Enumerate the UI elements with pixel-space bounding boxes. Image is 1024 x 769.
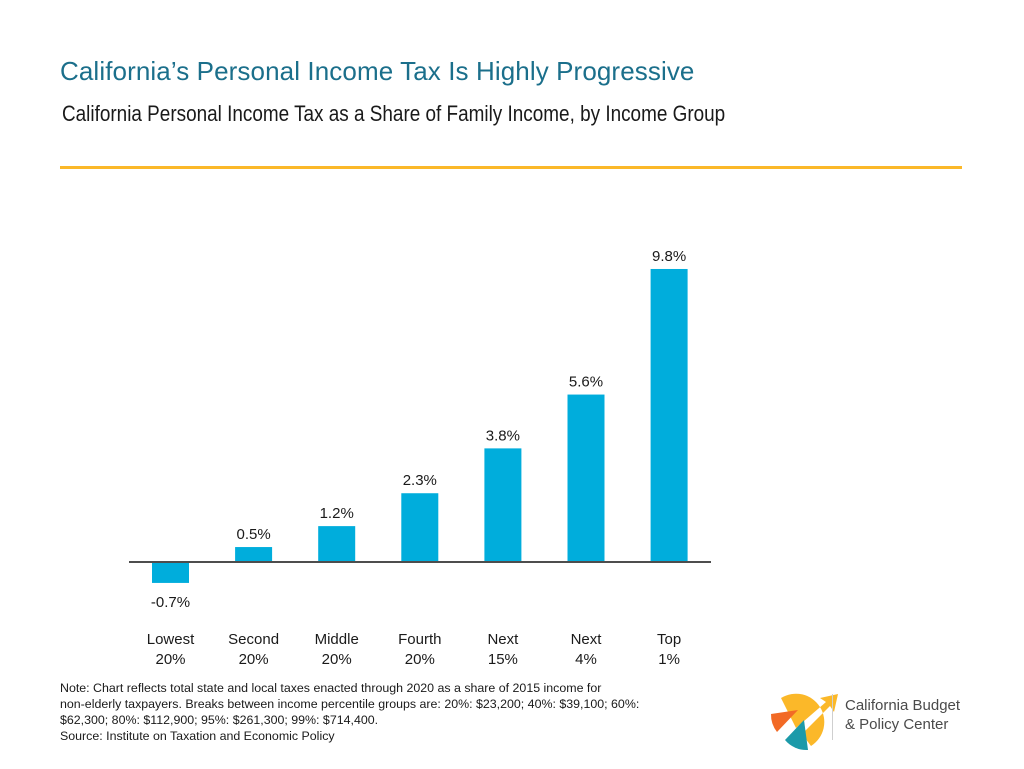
title-divider-rule	[60, 166, 962, 169]
bar	[235, 547, 273, 562]
bar	[318, 526, 356, 562]
value-label: -0.7%	[151, 594, 190, 611]
bar	[401, 493, 439, 562]
logo-text: California Budget & Policy Center	[845, 696, 960, 734]
value-label: 9.8%	[652, 248, 686, 265]
value-label: 3.8%	[486, 427, 520, 444]
bar	[484, 448, 522, 562]
value-label: 1.2%	[320, 505, 354, 522]
category-label: Middle	[315, 631, 359, 648]
category-label: Lowest	[147, 631, 195, 648]
category-label: 4%	[575, 651, 597, 668]
logo-orange-shape	[770, 710, 798, 732]
category-label: 15%	[488, 651, 518, 668]
bar	[650, 268, 688, 562]
logo-yellow-shape	[781, 693, 838, 746]
chart-subtitle: California Personal Income Tax as a Shar…	[62, 101, 726, 126]
category-label: 20%	[322, 651, 352, 668]
category-label: Top	[657, 631, 681, 648]
bars-group	[152, 268, 688, 583]
bar	[152, 562, 189, 583]
category-label: Second	[228, 631, 279, 648]
category-label: 20%	[405, 651, 435, 668]
source-line: Source: Institute on Taxation and Econom…	[60, 729, 335, 743]
category-label: 20%	[155, 651, 185, 668]
chart-note: Note: Chart reflects total state and loc…	[60, 680, 700, 744]
logo-teal-shape	[785, 720, 808, 751]
category-labels-group: Lowest 20% Second 20% Middle 20% Fourth 20% Next…	[147, 631, 681, 668]
value-label: 5.6%	[569, 374, 603, 391]
california-budget-logo-icon	[770, 693, 838, 751]
logo-line-2: & Policy Center	[845, 716, 949, 733]
note-line: non-elderly taxpayers. Breaks between in…	[60, 697, 640, 711]
category-label: 1%	[658, 651, 680, 668]
category-label: Next	[487, 631, 519, 648]
note-line: Note: Chart reflects total state and loc…	[60, 681, 602, 695]
category-label: 20%	[239, 651, 269, 668]
logo-divider	[832, 694, 833, 740]
logo-line-1: California Budget	[845, 697, 961, 714]
value-label: 0.5%	[236, 526, 270, 543]
bar-chart: -0.7% 0.5% 1.2% 2.3% 3.8% 5.6% 9.8% Lowest 20% S…	[129, 248, 711, 668]
category-label: Fourth	[398, 631, 441, 648]
value-label: 2.3%	[403, 472, 437, 489]
category-label: Next	[571, 631, 603, 648]
value-labels-group: -0.7% 0.5% 1.2% 2.3% 3.8% 5.6% 9.8%	[151, 248, 686, 611]
chart-title: California’s Personal Income Tax Is High…	[60, 56, 695, 86]
note-line: $62,300; 80%: $112,900; 95%: $261,300; 9…	[60, 713, 379, 727]
bar	[567, 394, 605, 562]
